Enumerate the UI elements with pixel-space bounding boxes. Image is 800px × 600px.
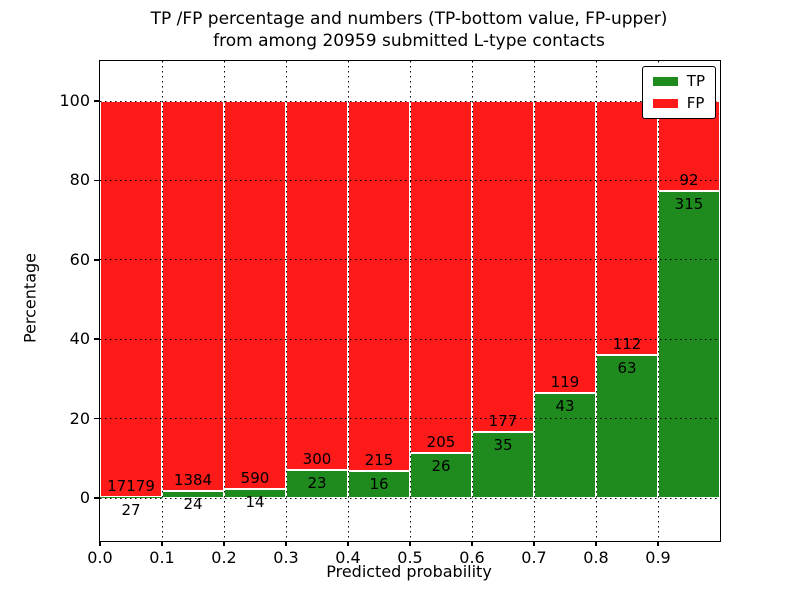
vertical-gridline [285,61,287,541]
bar-segment-fp [596,101,658,356]
fp-count-label: 112 [612,335,642,354]
x-tick-label: 0.1 [149,548,175,567]
legend-entry-fp: FP [652,94,705,112]
x-tick-label: 0.5 [397,548,423,567]
x-tick [347,541,349,546]
tp-count-label: 26 [431,457,451,476]
tp-count-label: 63 [617,359,637,378]
x-tick [657,541,659,546]
y-tick-label: 60 [69,249,90,269]
x-axis-label: Predicted probability [326,562,492,581]
x-tick-label: 0.4 [335,548,361,567]
vertical-gridline [595,61,597,541]
tp-count-label: 14 [245,492,265,511]
horizontal-gridline [100,497,720,499]
horizontal-gridline [100,418,720,420]
bar-segment-fp [534,101,596,393]
bar-segment-fp [472,101,534,433]
y-tick-label: 0 [79,488,90,507]
bar-segment-fp [162,101,224,492]
vertical-gridline [347,61,349,541]
fp-count-label: 300 [302,449,332,468]
x-tick-label: 0.7 [521,548,547,567]
plot-area: TP FP 17179 27 1384 24 590 14 300 23 215 16 205 26 17… [59,60,721,567]
vertical-gridline [223,61,225,541]
tp-count-label: 27 [121,501,141,520]
x-tick [409,541,411,546]
x-tick-label: 0.3 [273,548,299,567]
bar-segment-fp [100,101,162,498]
fp-count-label: 177 [488,412,518,431]
fp-count-label: 17179 [107,477,155,496]
x-tick-label: 0.0 [87,548,113,567]
x-tick [161,541,163,546]
chart-title-line1: TP /FP percentage and numbers (TP-bottom… [150,9,668,29]
y-tick-label: 40 [69,329,90,349]
y-tick-label: 20 [69,408,90,428]
x-tick-label: 0.6 [459,548,485,567]
bar-segment-fp [410,101,472,454]
x-tick-label: 0.8 [583,548,609,567]
y-tick [93,338,99,340]
bar-segment-tp [410,453,472,498]
horizontal-gridline [100,100,720,102]
legend: TP FP [641,66,716,119]
fp-count-label: 205 [426,433,456,452]
legend-entry-tp: TP [652,72,705,90]
tp-count-label: 43 [555,396,575,415]
x-tick [223,541,225,546]
tp-count-label: 23 [307,473,327,492]
chart-title-line2: from among 20959 submitted L-type contac… [213,31,605,51]
y-tick [93,179,99,182]
x-tick-label: 0.9 [645,548,671,567]
vertical-gridline [471,61,473,541]
fp-count-label: 215 [364,450,394,469]
x-tick [99,541,101,546]
y-tick [93,417,99,420]
vertical-gridline [409,61,411,541]
horizontal-gridline [100,179,720,181]
x-tick [471,541,473,546]
fp-count-label: 119 [550,372,580,391]
y-tick [93,259,99,261]
x-tick [285,541,287,546]
bar-segment-fp [224,101,286,489]
bar-segment-tp [286,469,348,498]
bar-segment-fp [286,101,348,470]
horizontal-gridline [100,338,720,340]
bar-segment-fp [348,101,410,471]
x-tick-label: 0.2 [211,548,237,567]
y-tick [93,100,99,102]
vertical-gridline [161,61,163,541]
tp-count-label: 315 [674,194,704,213]
tp-count-label: 16 [369,474,389,493]
bar-segment-tp [658,190,720,498]
y-tick-label: 80 [69,170,90,190]
horizontal-gridline [100,259,720,261]
x-tick [533,541,535,546]
chart-title: TP /FP percentage and numbers (TP-bottom… [99,8,719,52]
fp-count-label: 92 [679,170,699,189]
x-tick [595,541,597,546]
bar-segment-tp [348,470,410,498]
tp-count-label: 24 [183,495,203,514]
vertical-gridline [657,61,659,541]
y-tick-label: 100 [59,91,90,110]
legend-swatch-tp [652,77,678,86]
tp-count-label: 35 [493,436,513,455]
legend-swatch-fp [652,99,678,108]
vertical-gridline [533,61,535,541]
legend-label: FP [686,94,705,112]
y-tick [93,497,99,499]
fp-count-label: 1384 [173,471,213,490]
legend-label: TP [686,72,705,90]
fp-count-label: 590 [240,468,270,487]
